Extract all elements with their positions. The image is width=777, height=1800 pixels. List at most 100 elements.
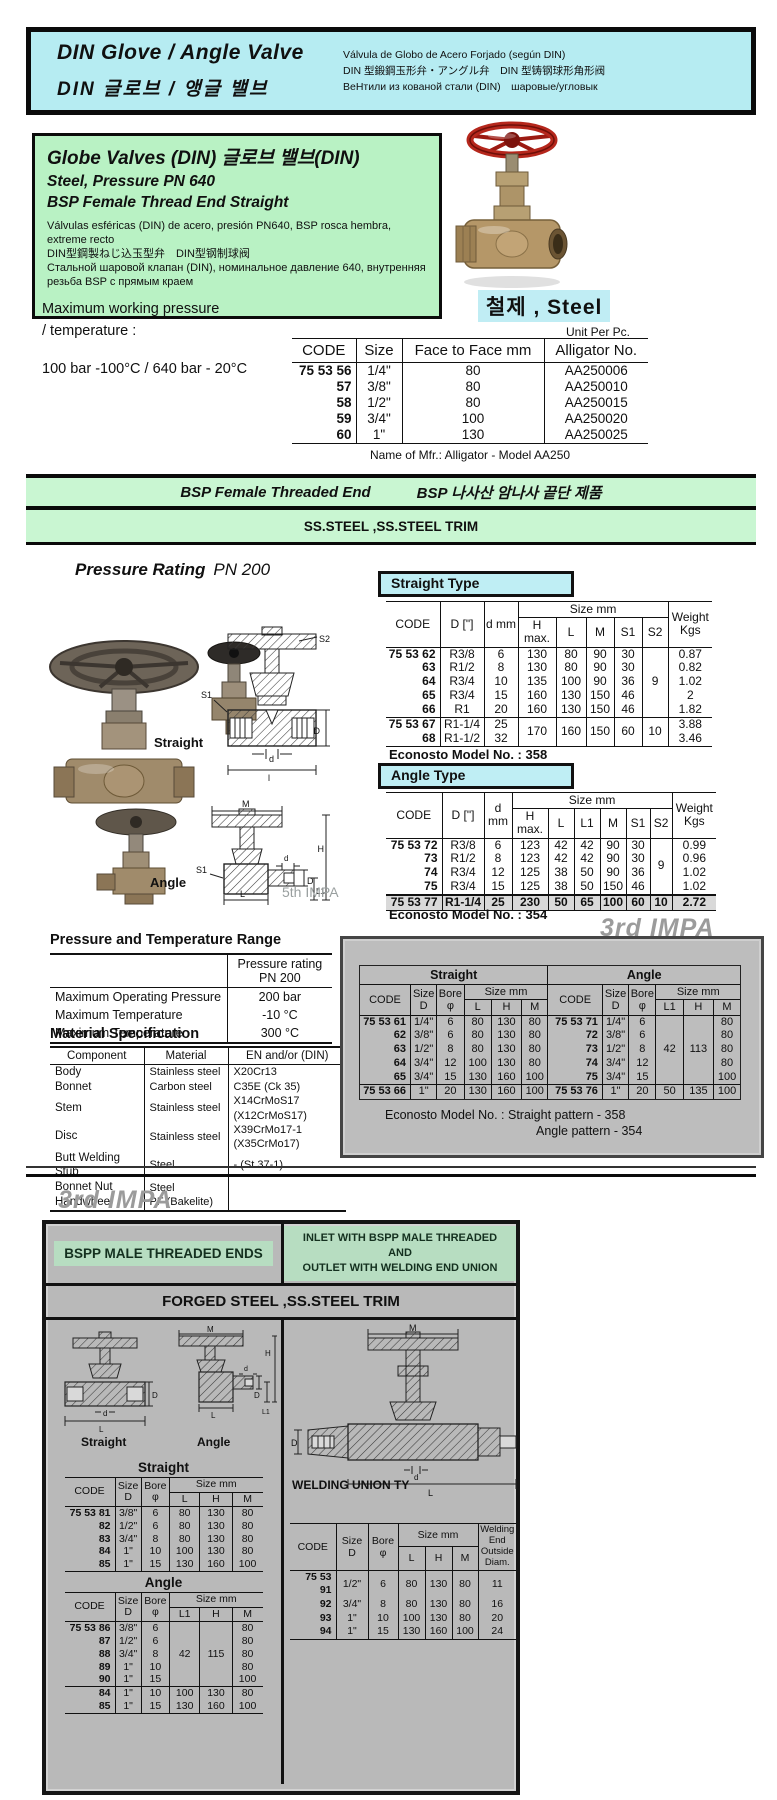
- table-cell: 135: [682, 1084, 715, 1100]
- working-pressure-note: Maximum working pressure / temperature :…: [42, 298, 247, 380]
- table-cell: 130: [490, 1056, 523, 1071]
- table-cell: 16: [477, 1597, 517, 1612]
- table-cell: 46: [613, 688, 643, 704]
- dim-d-big2-label: D: [307, 876, 314, 886]
- table-cell: 59: [291, 410, 357, 427]
- table-cell: 57: [291, 378, 357, 395]
- table-row: Body Stainless steel X20Cr13: [49, 1064, 347, 1080]
- divider-line-thick: [26, 1174, 756, 1177]
- table-row: 75 53 77 R1-1/4 25 230 50 65 100 60 10 2.72: [385, 895, 717, 911]
- table-row: Maximum Operating Pressure 200 bar: [49, 987, 333, 1007]
- dim-s2-label: S2: [319, 634, 330, 644]
- col-l: L: [555, 617, 587, 648]
- table-row: 73 R1/2 8 123 42 42 90 30 0.96: [385, 852, 717, 867]
- table-cell: 6: [436, 1015, 465, 1030]
- table-cell: 15: [140, 1699, 171, 1713]
- table-cell: 50: [573, 865, 601, 881]
- table-cell: 80: [713, 1056, 741, 1071]
- pt-range-table: Pressure rating PN 200 Maximum Operating…: [49, 954, 333, 1043]
- dim-h-label: H: [318, 844, 325, 854]
- table-cell: PF (Bakelite): [143, 1194, 229, 1210]
- col-l: L: [397, 1546, 426, 1571]
- col-m2: M: [713, 999, 741, 1016]
- table-cell: 2.72: [671, 895, 717, 911]
- header-translations: Válvula de Globo de Acero Forjado (según…: [333, 47, 605, 96]
- table-cell: 130: [199, 1506, 233, 1520]
- table-row: 59 3/4" 100 AA250020: [291, 410, 649, 427]
- table-cell: 20: [436, 1084, 465, 1100]
- table-row: 87 1/2" 6 80: [64, 1634, 264, 1648]
- col-l1: L1: [573, 808, 601, 839]
- table-cell: 6: [483, 838, 513, 853]
- table-cell: 80: [231, 1506, 264, 1520]
- table-row: 75 53 62 R3/8 6 130 80 90 30 9 0.87: [385, 647, 713, 718]
- table-cell: 160: [555, 717, 587, 746]
- table-cell: 80: [401, 378, 545, 395]
- table-cell: 1/2": [355, 394, 403, 411]
- table-cell: 6: [140, 1519, 171, 1533]
- table-cell: Bonnet: [49, 1079, 145, 1095]
- table-cell: Carbon steel: [143, 1079, 229, 1095]
- col-code: CODE: [289, 1523, 337, 1571]
- dim-d2-label: D: [254, 1391, 260, 1400]
- table-cell: 63: [359, 1043, 412, 1057]
- straight-type-table-wrap: CODE D ["] d mm Size mm Weight Kgs H max…: [385, 601, 713, 747]
- table-cell: 160: [424, 1625, 453, 1639]
- table-cell: R3/4: [439, 688, 485, 704]
- unit-per-pc-label: Unit Per Pc.: [566, 325, 631, 339]
- angle-type-table: CODE D ["] d mm Size mm Weight Kgs H max…: [385, 792, 717, 911]
- table-cell: 10: [140, 1660, 171, 1674]
- table-cell: 30: [613, 647, 643, 662]
- bspp-header-row: BSPP MALE THREADED ENDS INLET WITH BSPP …: [46, 1224, 516, 1286]
- col-h: H: [199, 1606, 233, 1623]
- table-cell: 75 53 72: [385, 838, 443, 853]
- table-cell: 80: [521, 1029, 549, 1044]
- econosto-box-note: Econosto Model No. : Straight pattern - …: [385, 1107, 761, 1140]
- table-cell: X20Cr13: [227, 1064, 347, 1080]
- table-cell: AA250006: [543, 362, 649, 379]
- table-cell: 84: [64, 1686, 116, 1700]
- table-cell: 115: [199, 1621, 233, 1687]
- table-cell: Maximum Temperature: [49, 1024, 228, 1043]
- inlet-outlet-label: INLET WITH BSPP MALE THREADED AND OUTLET…: [284, 1226, 516, 1281]
- table-cell: 1": [355, 426, 403, 443]
- bspp-angle-body-1: 75 53 86 3/8" 6 42 115 80 87 1/2" 6 80 88 3/4" 8 80 89…: [64, 1621, 264, 1687]
- table-cell: 42: [573, 838, 601, 853]
- table-cell: 160: [517, 688, 557, 704]
- col-l: L: [169, 1491, 201, 1508]
- bspp-straight-body: 75 53 81 3/8" 6 80 130 80 82 1/2" 6 80 130 80 83 3/4"…: [64, 1506, 264, 1572]
- table-row: 75 53 56 1/4" 80 AA250006: [291, 362, 649, 379]
- straight-type-body-2: 75 53 67 R1-1/4 25 170 160 150 60 10 3.88 68 R1-1/…: [385, 717, 713, 746]
- table-cell: 65: [359, 1070, 412, 1085]
- table-cell: 160: [199, 1558, 233, 1572]
- table-cell: 38: [547, 879, 575, 896]
- table-cell: X14CrMoS17 (X12CrMoS17): [227, 1094, 347, 1123]
- table-cell: 80: [231, 1621, 264, 1635]
- dim-d-small-label: d: [103, 1409, 107, 1418]
- table-cell: 170: [517, 717, 557, 746]
- table-cell: 50: [655, 1084, 684, 1100]
- table-cell: 3/4": [114, 1532, 142, 1546]
- header-subtitle-ja: DIN 型鍛鋼玉形弁・アングル弁 DIN 型铸钢球形角形阀: [343, 64, 606, 77]
- table-cell: 90: [599, 838, 627, 853]
- product-description-box: Globe Valves (DIN) 글로브 밸브(DIN) Steel, Pr…: [32, 133, 442, 319]
- col-h: H: [199, 1491, 233, 1508]
- table-cell: 130: [401, 426, 545, 443]
- col-h-max: H max.: [517, 617, 557, 648]
- col-face-to-face: Face to Face mm: [401, 338, 545, 363]
- table-row: 85 1" 15 130 160 100: [64, 1558, 264, 1572]
- table-cell: 15: [367, 1625, 399, 1639]
- dim-l1-label: L1: [262, 1409, 270, 1416]
- table-cell: 80: [169, 1532, 201, 1546]
- col-l1: L1: [655, 999, 684, 1016]
- table-cell: C35E (Ck 35): [227, 1079, 347, 1095]
- impa-combined-body-2: 75 53 66 1" 20 130 160 100 75 53 76 1" 20 50 135 10…: [359, 1084, 741, 1100]
- col-code: CODE: [385, 601, 441, 648]
- table-cell: 0.82: [667, 661, 713, 676]
- col-bore: Bore φ: [367, 1523, 399, 1571]
- col-code: CODE: [64, 1477, 116, 1508]
- table-cell: R3/8: [439, 647, 485, 662]
- table-cell: 64: [359, 1056, 412, 1071]
- straight-type-table: CODE D ["] d mm Size mm Weight Kgs H max…: [385, 601, 713, 746]
